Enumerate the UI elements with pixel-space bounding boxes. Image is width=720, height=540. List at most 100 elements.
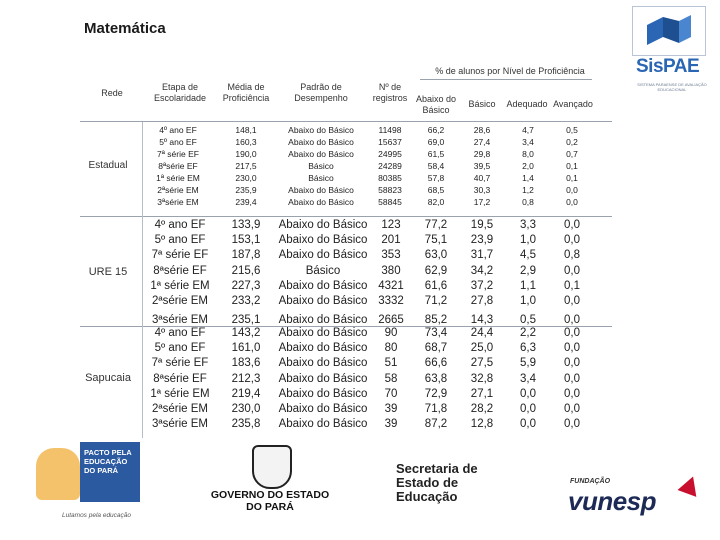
cell-avancado: 0,0 xyxy=(564,387,580,400)
governo-text: GOVERNO DO ESTADO DO PARÁ xyxy=(210,489,330,513)
cell-adequado: 0,8 xyxy=(522,197,534,207)
cell-registros: 80385 xyxy=(378,173,402,183)
header-avancado: Avançado xyxy=(553,99,593,109)
column-avancado: 0,0 0,0 0,8 0,0 0,1 0,0 0,0 xyxy=(552,218,592,328)
cell-abaixo: 58,4 xyxy=(427,161,445,171)
page-title: Matemática xyxy=(84,20,166,37)
cell-media: 235,1 xyxy=(231,314,261,327)
pacto-logo-box xyxy=(80,442,140,502)
sispae-logo-name: SisPAE xyxy=(636,56,700,77)
column-basico: 24,4 25,0 27,5 32,8 27,1 28,2 12,8 xyxy=(462,326,502,432)
cell-registros: 11498 xyxy=(378,125,402,135)
cell-adequado: 1,4 xyxy=(522,173,534,183)
cell-basico: 27,4 xyxy=(473,137,491,147)
table-top-line xyxy=(80,121,612,122)
cell-padrao: Abaixo do Básico xyxy=(288,185,354,195)
cell-abaixo: 75,1 xyxy=(424,234,448,247)
cell-adequado: 2,9 xyxy=(520,264,536,277)
column-avancado: 0,5 0,2 0,7 0,1 0,1 0,0 0,0 xyxy=(552,124,592,208)
cell-registros: 90 xyxy=(384,327,398,339)
cell-etapa: 1ª série EM xyxy=(150,279,210,292)
cell-registros: 380 xyxy=(381,264,401,277)
cell-etapa: 2ªsérie EM xyxy=(151,294,209,307)
cell-padrao: Abaixo do Básico xyxy=(278,372,368,385)
cell-avancado: 0,1 xyxy=(566,161,578,171)
cell-adequado: 3,4 xyxy=(522,137,534,147)
cell-padrao: Abaixo do Básico xyxy=(278,342,368,355)
column-abaixo: 66,2 69,0 61,5 58,4 57,8 68,5 82,0 xyxy=(414,124,458,208)
cell-padrao: Abaixo do Básico xyxy=(278,294,368,307)
cell-etapa: 7ª série EF xyxy=(151,249,209,262)
cell-avancado: 0,0 xyxy=(564,357,580,370)
column-registros: 123 201 353 380 4321 3332 2665 xyxy=(368,218,414,328)
vunesp-wordmark: vunesp xyxy=(568,486,657,516)
cell-media: 219,4 xyxy=(231,387,261,400)
cell-basico: 34,2 xyxy=(470,264,494,277)
cell-media: 160,3 xyxy=(235,137,257,147)
column-etapa: 4º ano EF 5º ano EF 7ª série EF 8ªsérie … xyxy=(146,124,210,208)
cell-avancado: 0,0 xyxy=(564,264,580,277)
cell-basico: 27,8 xyxy=(470,294,494,307)
cell-registros: 123 xyxy=(381,219,401,231)
cell-abaixo: 57,8 xyxy=(427,173,445,183)
cell-avancado: 0,0 xyxy=(564,219,580,231)
rede-column-divider xyxy=(142,122,143,438)
cell-registros: 58845 xyxy=(378,197,402,207)
header-abaixo-basico: Abaixo do Básico xyxy=(415,94,457,115)
cell-media: 133,9 xyxy=(231,219,261,231)
cell-adequado: 3,3 xyxy=(520,219,536,231)
cell-padrao: Abaixo do Básico xyxy=(278,234,368,247)
cell-padrao: Abaixo do Básico xyxy=(278,402,368,415)
cell-abaixo: 69,0 xyxy=(427,137,445,147)
cell-media: 187,8 xyxy=(231,249,261,262)
cell-abaixo: 77,2 xyxy=(424,219,448,231)
cell-media: 233,2 xyxy=(231,294,261,307)
cell-etapa: 1ª série EM xyxy=(156,173,200,183)
cell-basico: 12,8 xyxy=(470,418,494,431)
header-etapa: Etapa de Escolaridade xyxy=(153,82,207,103)
cell-avancado: 0,0 xyxy=(564,294,580,307)
header-media: Média de Proficiência xyxy=(222,82,270,103)
sispae-logo-tagline: SISTEMA PARAENSE DE AVALIAÇÃO EDUCACIONA… xyxy=(637,82,707,92)
column-media: 148,1 160,3 190,0 217,5 230,0 235,9 239,… xyxy=(216,124,276,208)
cell-basico: 23,9 xyxy=(470,234,494,247)
cell-registros: 353 xyxy=(381,249,401,262)
cell-basico: 37,2 xyxy=(470,279,494,292)
cell-abaixo: 63,0 xyxy=(424,249,448,262)
cell-avancado: 0,2 xyxy=(566,137,578,147)
cell-media: 227,3 xyxy=(231,279,261,292)
cell-abaixo: 72,9 xyxy=(424,387,448,400)
column-abaixo: 77,2 75,1 63,0 62,9 61,6 71,2 85,2 xyxy=(414,218,458,328)
cell-basico: 40,7 xyxy=(473,173,491,183)
cell-padrao: Abaixo do Básico xyxy=(288,125,354,135)
cell-padrao: Básico xyxy=(305,264,341,277)
rede-label: Estadual xyxy=(88,160,128,171)
cell-registros: 80 xyxy=(384,342,398,355)
cell-basico: 14,3 xyxy=(470,314,494,327)
cell-avancado: 0,0 xyxy=(564,314,580,327)
cell-basico: 30,3 xyxy=(473,185,491,195)
cell-adequado: 3,4 xyxy=(520,372,536,385)
column-basico: 28,6 27,4 29,8 39,5 40,7 30,3 17,2 xyxy=(462,124,502,208)
cell-padrao: Abaixo do Básico xyxy=(288,137,354,147)
cell-avancado: 0,0 xyxy=(564,342,580,355)
column-adequado: 3,3 1,0 4,5 2,9 1,1 1,0 0,5 xyxy=(508,218,548,328)
cell-etapa: 5º ano EF xyxy=(159,137,197,147)
cell-avancado: 0,0 xyxy=(564,372,580,385)
column-padrao: Abaixo do Básico Abaixo do Básico Abaixo… xyxy=(276,326,370,432)
cell-basico: 24,4 xyxy=(470,327,494,339)
column-avancado: 0,0 0,0 0,0 0,0 0,0 0,0 0,0 xyxy=(552,326,592,432)
cell-registros: 51 xyxy=(384,357,398,370)
cell-basico: 28,6 xyxy=(473,125,491,135)
cell-basico: 17,2 xyxy=(473,197,491,207)
cell-abaixo: 61,5 xyxy=(427,149,445,159)
cell-adequado: 0,0 xyxy=(520,418,536,431)
children-illustration-icon xyxy=(36,448,80,500)
cell-media: 230,0 xyxy=(235,173,257,183)
cell-abaixo: 71,8 xyxy=(424,402,448,415)
cell-adequado: 5,9 xyxy=(520,357,536,370)
cell-basico: 19,5 xyxy=(470,219,494,231)
cell-adequado: 2,0 xyxy=(522,161,534,171)
cell-registros: 39 xyxy=(384,402,398,415)
column-padrao: Abaixo do Básico Abaixo do Básico Abaixo… xyxy=(276,218,370,328)
